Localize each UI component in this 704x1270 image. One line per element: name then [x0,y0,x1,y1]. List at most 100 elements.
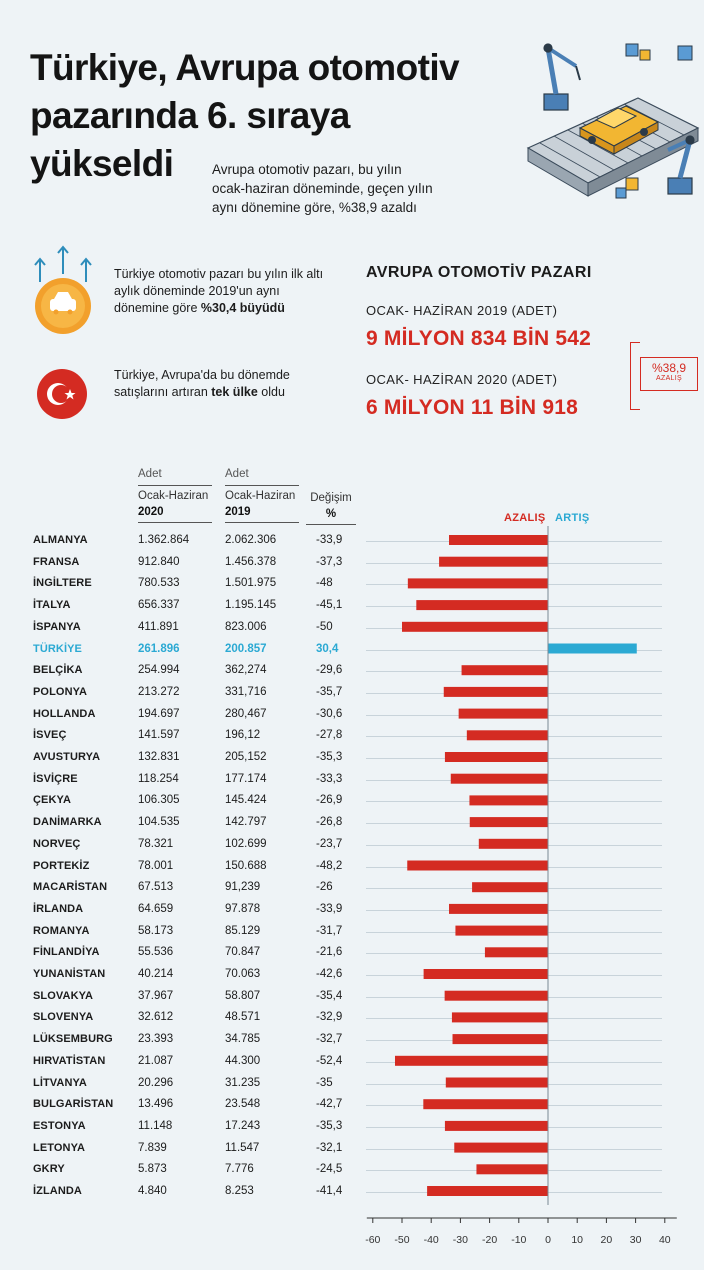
change-percent: -35,4 [316,989,343,1002]
value-2019: 23.548 [225,1098,261,1111]
bar-i̇talya [416,600,548,611]
country-name: İSVİÇRE [33,772,78,785]
change-percent: -26,8 [316,816,343,829]
value-2020: 5.873 [138,1163,167,1176]
bar-norveç [478,838,548,849]
value-2020: 13.496 [138,1098,174,1111]
country-name: YUNANİSTAN [33,968,106,980]
bar-türki̇ye [548,643,637,654]
info-only-country-text: Türkiye, Avrupa'da bu dönemde satışların… [114,368,290,399]
value-2020: 64.659 [138,902,174,915]
change-percent: -48,2 [316,859,343,872]
change-percent: -35,3 [316,751,343,763]
change-percent: -32,9 [316,1011,343,1024]
value-2020: 67.513 [138,881,174,894]
change-percent: -35 [316,1076,333,1089]
change-percent: -35,7 [316,685,343,698]
car-icon [578,105,660,155]
change-percent: -33,9 [316,534,343,546]
country-name: BELÇİKA [33,664,83,677]
bar-porteki̇z [407,860,548,871]
change-percent: -42,7 [316,1098,343,1111]
change-percent: -31,7 [316,924,343,937]
change-percent: -45,1 [316,599,343,612]
col-2019-unit: Adet [225,468,249,480]
change-percent: -26,9 [316,794,343,807]
value-2020: 55.536 [138,946,174,959]
value-2019: 1.501.975 [225,577,277,590]
bar-avusturya [444,752,548,762]
value-2020: 106.305 [138,794,180,807]
growth-car-icon [34,245,92,334]
market-value-2019: 9 MİLYON 834 BİN 542 [366,327,591,350]
value-2020: 912.840 [138,555,180,568]
factory-robot-illustration [526,43,700,199]
bar-slovakya [444,990,548,1001]
bar-macari̇stan [472,882,548,893]
market-label-2020: OCAK- HAZİRAN 2020 (ADET) [366,372,558,387]
value-2020: 20.296 [138,1076,174,1089]
value-2020: 104.535 [138,816,180,829]
country-name: SLOVAKYA [33,989,94,1002]
market-change-label: AZALIŞ [656,375,682,382]
country-name: AVUSTURYA [33,751,101,763]
value-2019: 97.878 [225,902,261,915]
bar-letonya [454,1142,548,1153]
country-name: İTALYA [33,599,71,612]
change-percent: -48 [316,577,333,590]
change-percent: -26 [316,881,333,894]
change-percent: -32,7 [316,1033,343,1046]
value-2020: 11.148 [138,1119,173,1132]
info-only-country: Türkiye, Avrupa'da bu dönemde satışların… [114,367,304,401]
value-2020: 78.321 [138,837,174,850]
market-title: AVRUPA OTOMOTİV PAZARI [366,264,592,281]
value-2019: 362,274 [225,664,267,677]
country-name: FİNLANDİYA [33,946,100,959]
col-change-header: Değişim % [306,490,356,525]
info-only-country-end: oldu [257,385,285,399]
col-2019-year: 2019 [225,506,251,518]
change-percent: -50 [316,620,333,633]
bar-i̇zlanda [427,1186,548,1196]
x-tick-label: -50 [394,1234,410,1246]
info-turkey-growth-text: Türkiye otomotiv pazarı bu yılın ilk alt… [114,267,324,315]
col-2020-year: 2020 [138,506,164,518]
market-change-value: %38,9 [651,361,687,375]
bar-polonya [443,686,548,697]
country-name: GKRY [33,1163,65,1176]
country-name: MACARİSTAN [33,881,108,894]
value-2019: 145.424 [225,794,267,807]
turkey-flag-icon [37,369,87,419]
value-2020: 32.612 [138,1011,174,1024]
x-tick-label: -20 [482,1234,498,1246]
market-value-2020: 6 MİLYON 11 BİN 918 [366,396,578,419]
country-name: ÇEKYA [33,794,71,807]
value-2019: 196,12 [225,729,261,742]
bar-fransa [439,556,548,567]
bar-bulgari̇stan [423,1099,548,1110]
bar-i̇svi̇çre [450,773,548,784]
change-bracket [630,342,640,410]
value-2019: 331,716 [225,685,267,698]
value-2019: 91,239 [225,881,261,894]
value-2019: 85.129 [225,924,261,937]
value-2019: 177.174 [225,772,267,785]
value-2019: 2.062.306 [225,534,277,546]
value-2019: 31.235 [225,1076,261,1089]
value-2019: 150.688 [225,859,267,872]
value-2020: 40.214 [138,968,174,980]
info-only-country-bold: tek ülke [211,385,258,399]
value-2020: 118.254 [138,772,179,785]
value-2019: 48.571 [225,1011,261,1024]
bar-almanya [449,535,548,545]
legend-increase: ARTIŞ [555,512,590,524]
value-2020: 656.337 [138,599,180,612]
value-2019: 7.776 [225,1163,254,1176]
col-change-unit: % [325,508,337,520]
country-name: BULGARİSTAN [33,1098,114,1111]
x-tick-label: -60 [365,1234,381,1246]
country-name: ROMANYA [33,924,90,937]
change-percent: -52,4 [316,1054,343,1067]
value-2019: 70.847 [225,946,261,959]
